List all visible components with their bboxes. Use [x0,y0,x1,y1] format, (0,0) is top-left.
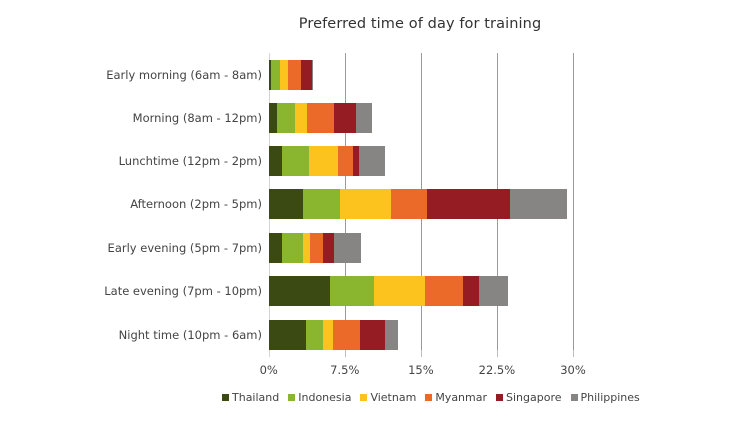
y-category-label: Lunchtime (12pm - 2pm) [118,154,262,168]
legend-label: Myanmar [435,391,488,404]
y-category-label: Afternoon (2pm - 5pm) [130,197,262,211]
x-tick [573,350,574,357]
bar-segment-philippines [384,320,398,350]
bar-segment-philippines [359,146,385,176]
bar-segment-myanmar [390,189,428,219]
bar-segment-philippines [311,60,313,90]
legend-label: Philippines [580,391,640,404]
bar-segment-indonesia [282,146,309,176]
bar-segment-philippines [509,189,568,219]
bar-segment-singapore [334,103,357,133]
bar-segment-philippines [334,233,362,263]
bar-segment-singapore [300,60,312,90]
bar-segment-vietnam [373,276,426,306]
legend-swatch-icon [360,394,368,401]
y-category-label: Night time (10pm - 6am) [118,328,262,342]
bar-segment-singapore [462,276,480,306]
bar-segment-indonesia [282,233,303,263]
legend-item-indonesia: Indonesia [288,391,351,404]
legend-item-philippines: Philippines [570,391,640,404]
bar-segment-vietnam [302,233,310,263]
legend-item-singapore: Singapore [496,391,562,404]
legend-swatch-icon [288,394,296,401]
legend-swatch-icon [222,394,229,401]
bar-segment-myanmar [425,276,463,306]
bar-segment-thailand [269,233,283,263]
x-tick [345,350,346,357]
legend-label: Singapore [506,391,562,404]
x-tick-label: 0% [259,363,278,377]
legend-swatch-icon [570,394,578,401]
stacked-bar [269,146,385,176]
y-category-label: Late evening (7pm - 10pm) [104,284,262,298]
legend-label: Indonesia [298,391,352,404]
bar-segment-vietnam [340,189,391,219]
legend-swatch-icon [425,394,433,401]
bar-segment-indonesia [302,189,341,219]
bar-segment-thailand [269,189,303,219]
x-tick-label: 7.5% [330,363,360,377]
bar-segment-myanmar [338,146,354,176]
stacked-bar [269,276,508,306]
bar-segment-thailand [269,60,272,90]
bar-segment-thailand [269,146,283,176]
stacked-bar [269,103,372,133]
bar-segment-indonesia [330,276,374,306]
legend-swatch-icon [496,394,504,401]
bar-segment-indonesia [305,320,323,350]
legend-item-thailand: Thailand [222,391,279,404]
bar-segment-myanmar [333,320,361,350]
gridline [573,53,574,357]
stacked-bar [269,233,362,263]
bar-segment-thailand [269,276,331,306]
bar-segment-vietnam [308,146,339,176]
legend: Thailand Indonesia Vietnam Myanmar Singapore… [222,391,640,404]
x-tick-label: 30% [560,363,586,377]
x-tick [421,350,422,357]
chart-title: Preferred time of day for training [298,16,542,32]
x-tick-label: 15% [408,363,434,377]
bar-segment-singapore [427,189,510,219]
bar-segment-singapore [322,233,335,263]
bar-segment-singapore [360,320,385,350]
bar-segment-thailand [269,320,306,350]
legend-label: Vietnam [370,391,417,404]
y-category-label: Morning (8am - 12pm) [132,111,262,125]
x-tick-label: 22.5% [478,363,516,377]
bar-segment-vietnam [280,60,289,90]
bar-segment-myanmar [306,103,335,133]
y-category-label: Early morning (6am - 8am) [106,68,262,82]
bar-segment-myanmar [309,233,323,263]
bar-segment-myanmar [288,60,301,90]
stacked-bar [269,60,313,90]
legend-item-myanmar: Myanmar [425,391,487,404]
bar-segment-vietnam [294,103,307,133]
stacked-bar [269,320,398,350]
bar-segment-philippines [356,103,372,133]
bar-segment-vietnam [322,320,334,350]
stacked-bar [269,189,568,219]
y-category-label: Early evening (5pm - 7pm) [107,241,262,255]
bar-segment-indonesia [277,103,295,133]
bar-segment-indonesia [271,60,281,90]
bar-segment-singapore [353,146,360,176]
bar-segment-thailand [269,103,278,133]
legend-item-vietnam: Vietnam [360,391,416,404]
legend-label: Thailand [232,391,280,404]
x-tick [497,350,498,357]
bar-segment-philippines [479,276,508,306]
